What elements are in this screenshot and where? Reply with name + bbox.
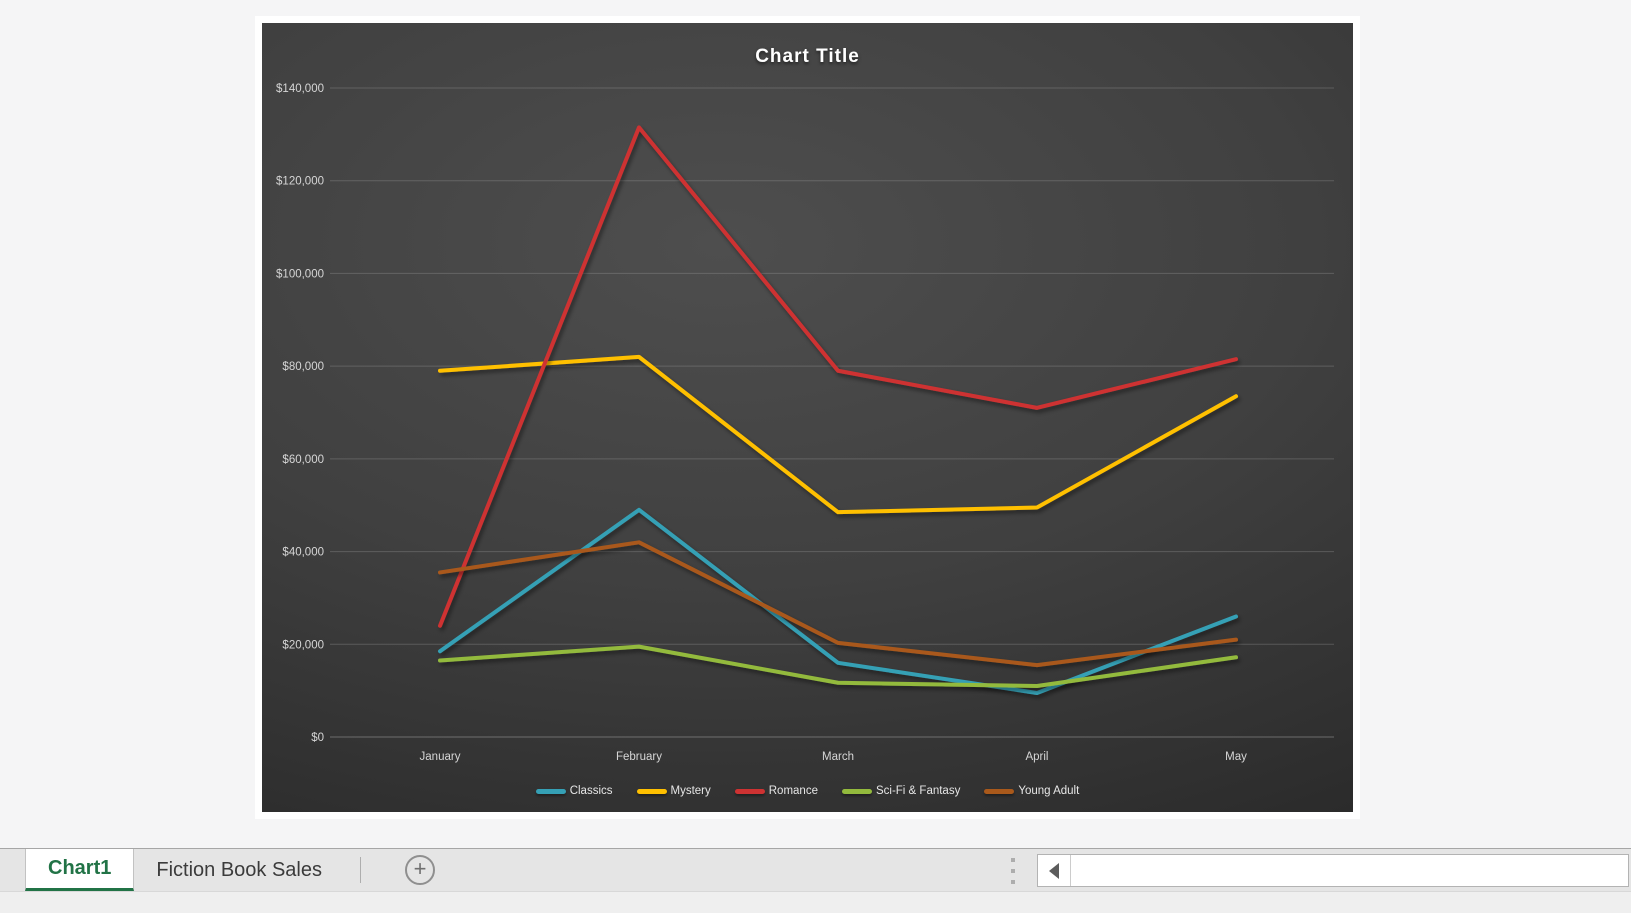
sheet-tabs: Chart1 Fiction Book Sales + [25, 849, 435, 891]
legend-item-classics[interactable]: Classics [535, 785, 613, 797]
x-axis-tick-label-february: February [616, 751, 662, 763]
sheet-tab-fiction-book-sales[interactable]: Fiction Book Sales [156, 858, 322, 881]
x-axis-tick-label-april: April [1025, 751, 1048, 763]
y-axis-tick-label: $0 [311, 732, 324, 744]
legend-swatch-romance [734, 788, 765, 794]
legend-item-romance[interactable]: Romance [734, 785, 818, 797]
chart-canvas[interactable]: Chart Title $0 $20,000 $40,000 $60,000 $80,0… [262, 23, 1353, 812]
y-axis-tick-label: $60,000 [282, 454, 324, 466]
legend-item-young-adult[interactable]: Young Adult [984, 785, 1079, 797]
status-bar [0, 891, 1631, 913]
x-axis-tick-label-march: March [822, 751, 854, 763]
legend-swatch-classics [535, 788, 566, 794]
x-axis-tick-label-may: May [1225, 751, 1247, 763]
legend-label: Romance [768, 785, 818, 797]
scroll-left-icon [1049, 862, 1059, 879]
y-axis-tick-label: $120,000 [276, 176, 324, 188]
chart-legend: Classics Mystery Romance Sci-Fi & Fantasy Yo… [262, 781, 1353, 801]
add-sheet-button[interactable]: + [405, 855, 435, 885]
scroll-left-button[interactable] [1038, 855, 1071, 886]
chart-title[interactable]: Chart Title [755, 46, 860, 67]
series-line-sci-fi-fantasy[interactable] [438, 644, 1238, 689]
legend-label: Sci-Fi & Fantasy [875, 785, 961, 797]
y-axis-tick-label: $100,000 [276, 268, 324, 280]
y-axis-tick-label: $40,000 [282, 547, 324, 559]
x-axis-tick-label-january: January [420, 751, 461, 763]
legend-swatch-mystery [636, 788, 667, 794]
series-line-mystery[interactable] [438, 354, 1238, 515]
chart-sheet-page: Chart Title $0 $20,000 $40,000 $60,000 $80,0… [255, 16, 1360, 819]
series-line-romance[interactable] [438, 125, 1238, 628]
legend-swatch-young-adult [984, 788, 1015, 794]
series-line-young-adult[interactable] [438, 540, 1238, 668]
drag-dot [1011, 880, 1015, 884]
horizontal-scrollbar[interactable] [1037, 854, 1629, 887]
drag-dot [1011, 869, 1015, 873]
y-axis-tick-label: $20,000 [282, 639, 324, 651]
tab-separator [360, 857, 361, 883]
y-axis-tick-label: $80,000 [282, 361, 324, 373]
line-chart-plot[interactable]: $0 $20,000 $40,000 $60,000 $80,000 $100,000 $1… [262, 23, 1353, 812]
sheet-tab-bar: Chart1 Fiction Book Sales + [0, 848, 1631, 891]
sheet-tab-chart1[interactable]: Chart1 [25, 849, 135, 891]
legend-label: Young Adult [1018, 785, 1080, 797]
legend-item-mystery[interactable]: Mystery [636, 785, 711, 797]
legend-item-sci-fi-fantasy[interactable]: Sci-Fi & Fantasy [841, 785, 961, 797]
y-axis-tick-label: $140,000 [276, 83, 324, 95]
tab-area-resize-handle[interactable] [1009, 858, 1017, 884]
legend-label: Classics [569, 785, 613, 797]
drag-dot [1011, 858, 1015, 862]
legend-swatch-sci-fi-fantasy [841, 788, 872, 794]
legend-label: Mystery [670, 785, 711, 797]
series-line-classics[interactable] [438, 507, 1238, 695]
horizontal-scrollbar-track[interactable] [1071, 855, 1628, 886]
